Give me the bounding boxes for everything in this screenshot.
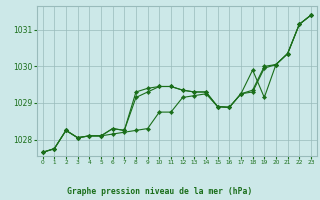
Text: Graphe pression niveau de la mer (hPa): Graphe pression niveau de la mer (hPa) <box>68 187 252 196</box>
